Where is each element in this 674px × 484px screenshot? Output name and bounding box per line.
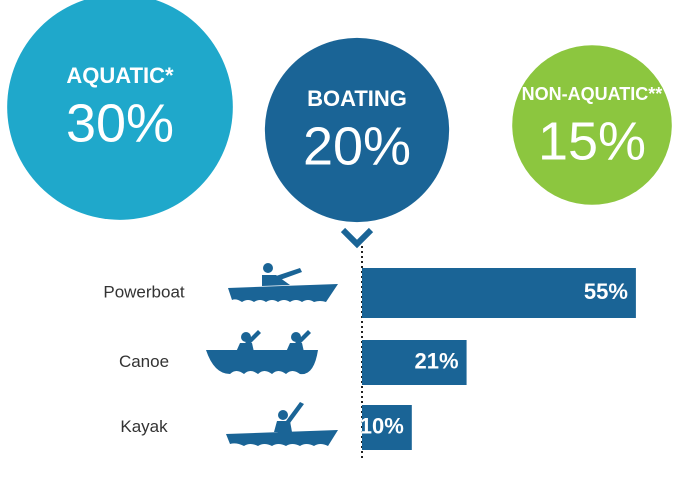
- circle-label: NON-AQUATIC**: [522, 84, 663, 104]
- circle-label: BOATING: [307, 86, 407, 111]
- category-circle: [512, 45, 672, 205]
- bar: [362, 268, 636, 318]
- circle-value: 15%: [538, 111, 646, 171]
- category-label: Powerboat: [103, 282, 185, 301]
- powerboat-icon: [228, 263, 338, 302]
- circle-label: AQUATIC*: [66, 63, 174, 88]
- category-label: Kayak: [120, 417, 168, 436]
- circle-value: 20%: [303, 116, 411, 176]
- category-circle: [7, 0, 233, 220]
- kayak-icon: [226, 402, 338, 446]
- category-circle: [264, 37, 450, 223]
- bar-value-label: 55%: [584, 279, 628, 304]
- circle-value: 30%: [66, 93, 174, 153]
- canoe-icon: [206, 330, 318, 375]
- bar-value-label: 21%: [415, 348, 459, 373]
- bar: [362, 340, 467, 385]
- category-label: Canoe: [119, 352, 169, 371]
- bar: [362, 405, 412, 450]
- bar-value-label: 10%: [360, 413, 404, 438]
- arrow: [340, 227, 374, 249]
